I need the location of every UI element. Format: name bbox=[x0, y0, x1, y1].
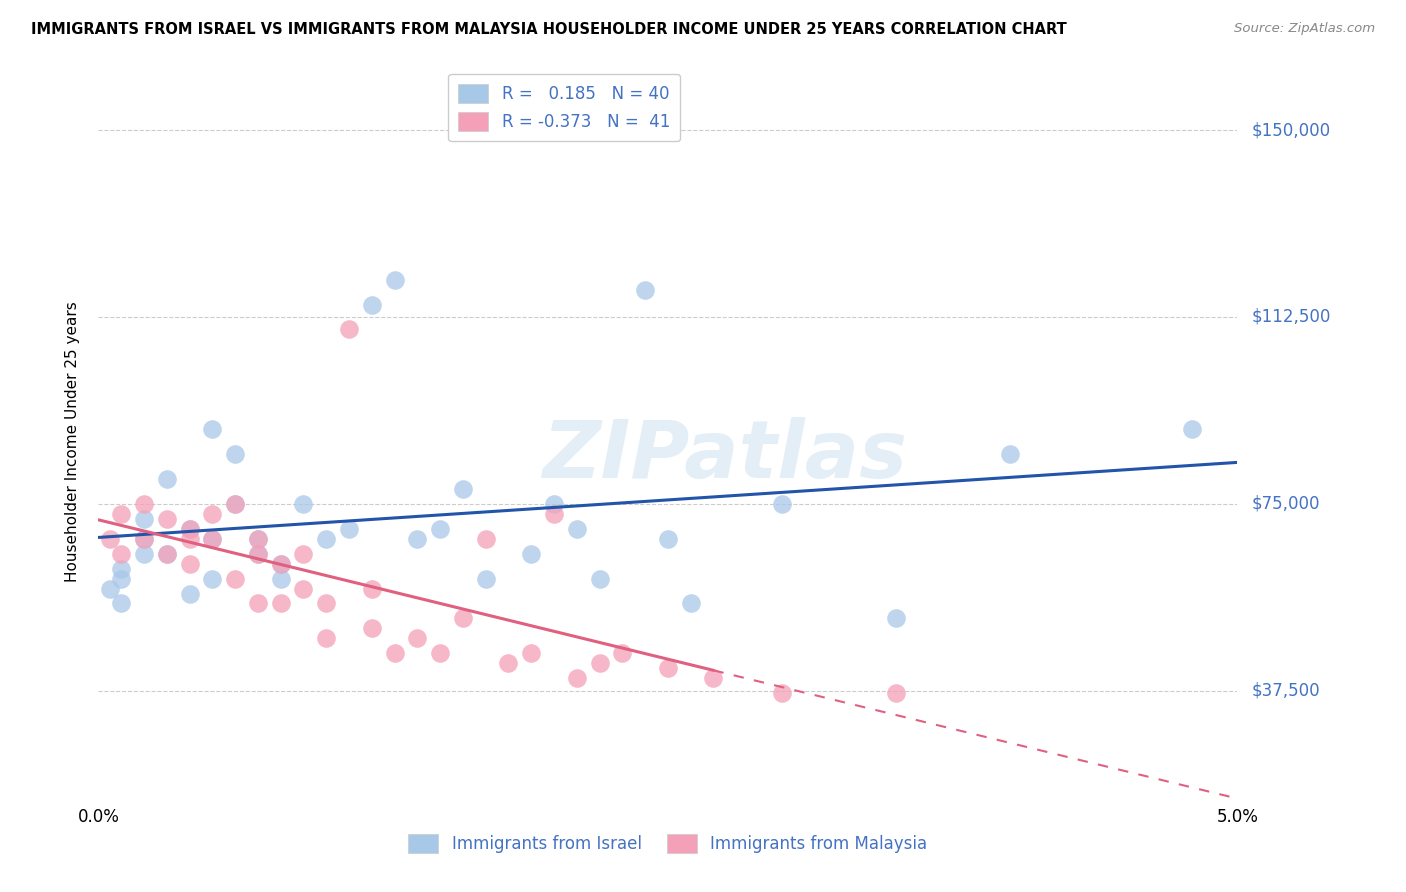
Point bbox=[406, 632, 429, 646]
Point bbox=[98, 532, 121, 546]
Point bbox=[132, 532, 155, 546]
Point bbox=[246, 597, 269, 611]
Point bbox=[474, 532, 496, 546]
Point bbox=[429, 522, 451, 536]
Point bbox=[246, 547, 269, 561]
Point bbox=[270, 597, 292, 611]
Point bbox=[156, 512, 179, 526]
Point bbox=[246, 547, 269, 561]
Point bbox=[270, 572, 292, 586]
Text: $150,000: $150,000 bbox=[1251, 121, 1330, 139]
Point bbox=[132, 497, 155, 511]
Point bbox=[224, 447, 246, 461]
Point bbox=[270, 557, 292, 571]
Point bbox=[179, 522, 201, 536]
Point bbox=[498, 657, 520, 671]
Y-axis label: Householder Income Under 25 years: Householder Income Under 25 years bbox=[65, 301, 80, 582]
Point bbox=[110, 597, 132, 611]
Point bbox=[565, 522, 588, 536]
Point bbox=[292, 497, 315, 511]
Point bbox=[201, 532, 224, 546]
Point bbox=[384, 272, 406, 286]
Point bbox=[429, 646, 451, 660]
Point bbox=[132, 532, 155, 546]
Point bbox=[360, 297, 382, 311]
Point bbox=[246, 532, 269, 546]
Point bbox=[612, 646, 634, 660]
Point bbox=[770, 497, 793, 511]
Point bbox=[179, 557, 201, 571]
Point bbox=[588, 572, 610, 586]
Point bbox=[657, 661, 679, 675]
Text: $75,000: $75,000 bbox=[1251, 495, 1320, 513]
Point bbox=[179, 522, 201, 536]
Point bbox=[246, 532, 269, 546]
Point bbox=[588, 657, 610, 671]
Text: $112,500: $112,500 bbox=[1251, 308, 1330, 326]
Point bbox=[179, 586, 201, 600]
Point bbox=[156, 547, 179, 561]
Point bbox=[634, 283, 657, 297]
Point bbox=[565, 671, 588, 685]
Point bbox=[337, 522, 360, 536]
Text: $37,500: $37,500 bbox=[1251, 681, 1320, 699]
Point bbox=[451, 482, 474, 496]
Point bbox=[270, 557, 292, 571]
Point bbox=[201, 572, 224, 586]
Point bbox=[474, 572, 496, 586]
Point bbox=[110, 507, 132, 521]
Point bbox=[679, 597, 702, 611]
Point bbox=[224, 572, 246, 586]
Point bbox=[224, 497, 246, 511]
Point bbox=[201, 532, 224, 546]
Point bbox=[201, 507, 224, 521]
Point bbox=[292, 582, 315, 596]
Point bbox=[384, 646, 406, 660]
Point bbox=[337, 322, 360, 336]
Point bbox=[292, 547, 315, 561]
Point bbox=[406, 532, 429, 546]
Text: IMMIGRANTS FROM ISRAEL VS IMMIGRANTS FROM MALAYSIA HOUSEHOLDER INCOME UNDER 25 Y: IMMIGRANTS FROM ISRAEL VS IMMIGRANTS FRO… bbox=[31, 22, 1067, 37]
Legend: Immigrants from Israel, Immigrants from Malaysia: Immigrants from Israel, Immigrants from … bbox=[402, 827, 934, 860]
Point bbox=[657, 532, 679, 546]
Point bbox=[224, 497, 246, 511]
Point bbox=[770, 686, 793, 700]
Point bbox=[110, 572, 132, 586]
Point bbox=[315, 597, 337, 611]
Point bbox=[315, 632, 337, 646]
Text: ZIPatlas: ZIPatlas bbox=[543, 417, 907, 495]
Point bbox=[520, 547, 543, 561]
Point bbox=[110, 547, 132, 561]
Point bbox=[201, 422, 224, 436]
Point bbox=[520, 646, 543, 660]
Point bbox=[360, 621, 382, 635]
Point bbox=[360, 582, 382, 596]
Point bbox=[110, 561, 132, 575]
Point bbox=[132, 512, 155, 526]
Point bbox=[702, 671, 724, 685]
Point bbox=[884, 686, 907, 700]
Point bbox=[998, 447, 1021, 461]
Point bbox=[156, 547, 179, 561]
Point bbox=[132, 547, 155, 561]
Point bbox=[884, 611, 907, 625]
Text: Source: ZipAtlas.com: Source: ZipAtlas.com bbox=[1234, 22, 1375, 36]
Point bbox=[543, 497, 565, 511]
Point bbox=[315, 532, 337, 546]
Point bbox=[179, 532, 201, 546]
Point bbox=[1181, 422, 1204, 436]
Point bbox=[156, 472, 179, 486]
Point bbox=[543, 507, 565, 521]
Point bbox=[451, 611, 474, 625]
Point bbox=[98, 582, 121, 596]
